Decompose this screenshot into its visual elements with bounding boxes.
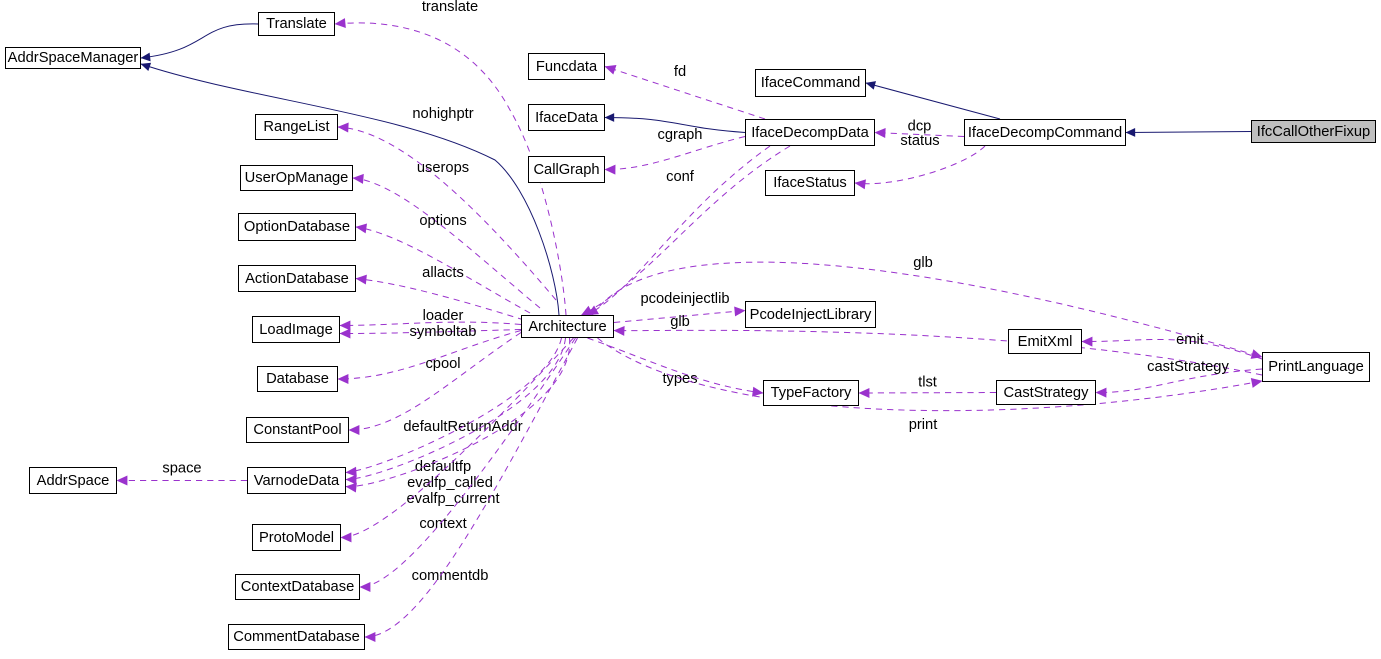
svg-text:options: options <box>419 213 466 229</box>
svg-text:cgraph: cgraph <box>658 127 703 143</box>
svg-text:types: types <box>662 371 697 387</box>
svg-text:emit: emit <box>1176 332 1204 348</box>
svg-text:glb: glb <box>913 255 933 271</box>
svg-text:userops: userops <box>417 160 469 176</box>
svg-text:tlst: tlst <box>918 375 937 391</box>
svg-text:loader: loader <box>423 308 464 324</box>
svg-text:allacts: allacts <box>422 265 464 281</box>
svg-text:pcodeinjectlib: pcodeinjectlib <box>641 291 730 307</box>
svg-text:fd: fd <box>674 64 686 80</box>
svg-text:castStrategy: castStrategy <box>1147 359 1229 375</box>
svg-text:nohighptr: nohighptr <box>412 106 473 122</box>
svg-text:conf: conf <box>666 169 695 185</box>
svg-text:status: status <box>900 133 939 149</box>
svg-text:glb: glb <box>670 314 690 330</box>
svg-text:symboltab: symboltab <box>410 324 477 340</box>
svg-text:space: space <box>162 461 201 477</box>
svg-text:commentdb: commentdb <box>412 568 489 584</box>
svg-text:cpool: cpool <box>425 356 460 372</box>
svg-text:evalfp_called: evalfp_called <box>407 475 493 491</box>
svg-text:context: context <box>419 516 466 532</box>
svg-text:translate: translate <box>422 0 478 15</box>
svg-text:print: print <box>909 417 938 433</box>
svg-text:evalfp_current: evalfp_current <box>406 491 499 507</box>
